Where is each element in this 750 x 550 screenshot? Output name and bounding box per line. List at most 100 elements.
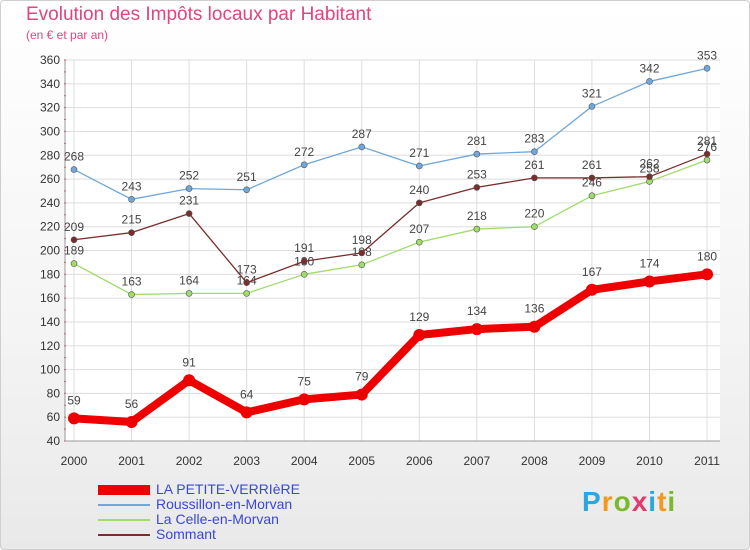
series-line [73, 153, 708, 284]
legend-swatch [98, 519, 150, 521]
x-tick-label: 2010 [636, 454, 663, 468]
data-point [243, 279, 250, 286]
data-point [588, 103, 596, 110]
data-label: 240 [409, 183, 429, 197]
data-label: 59 [67, 393, 81, 407]
data-label: 163 [122, 275, 142, 289]
data-label: 134 [467, 304, 487, 318]
data-point [531, 223, 538, 230]
chart-subtitle: (en € et par an) [26, 28, 109, 42]
data-label: 220 [524, 207, 544, 221]
data-label: 207 [409, 222, 429, 236]
y-tick-label: 120 [40, 339, 60, 353]
data-point [358, 261, 366, 269]
y-tick-label: 180 [40, 267, 60, 281]
x-tick-label: 2004 [291, 454, 318, 468]
series-line [73, 67, 708, 200]
legend-swatch [98, 504, 150, 506]
data-point [415, 162, 423, 170]
y-tick-label: 360 [40, 53, 60, 67]
brand-logo: Proxiti [582, 486, 677, 517]
data-label: 321 [582, 86, 602, 100]
data-point [643, 275, 656, 288]
data-point [703, 150, 711, 158]
data-label: 164 [179, 273, 199, 287]
data-label: 218 [467, 209, 487, 223]
legend-swatch [98, 485, 150, 495]
data-point [646, 78, 653, 85]
data-label: 342 [639, 61, 659, 75]
data-label: 231 [179, 194, 199, 208]
data-label: 271 [409, 146, 429, 160]
data-point [358, 143, 366, 151]
data-label: 198 [352, 233, 372, 247]
legend-label: Sommant [156, 526, 216, 542]
data-label: 261 [582, 158, 602, 172]
data-point [185, 290, 193, 297]
data-label: 261 [524, 158, 544, 172]
x-tick-label: 2007 [463, 454, 490, 468]
y-tick-label: 140 [40, 315, 60, 329]
y-tick-label: 220 [40, 220, 60, 234]
legend: LA PETITE-VERRIèRE Roussillon-en-Morvan La… [98, 482, 398, 542]
data-point [355, 388, 368, 401]
legend-item: Sommant [98, 527, 398, 542]
data-label: 174 [639, 256, 659, 270]
x-tick-label: 2000 [61, 454, 88, 468]
x-tick-label: 2006 [406, 454, 433, 468]
data-label: 189 [64, 244, 84, 258]
x-tick-label: 2001 [118, 454, 145, 468]
data-point [298, 393, 311, 406]
data-point [300, 161, 308, 169]
data-point [531, 174, 538, 182]
y-tick-label: 240 [40, 196, 60, 210]
data-label: 79 [355, 370, 369, 384]
y-tick-label: 60 [47, 410, 61, 424]
data-point [646, 173, 653, 180]
data-label: 253 [467, 167, 487, 181]
data-point [473, 225, 481, 233]
legend-label: Roussillon-en-Morvan [156, 496, 293, 512]
data-label: 215 [122, 213, 142, 227]
data-label: 272 [294, 145, 314, 159]
data-point [68, 412, 80, 425]
data-point [185, 185, 193, 192]
x-tick-label: 2011 [694, 454, 720, 468]
data-point [413, 329, 426, 342]
data-label: 75 [298, 374, 312, 388]
data-point [300, 271, 308, 278]
chart-title: Evolution des Impôts locaux par Habitant [26, 4, 372, 25]
data-label: 243 [122, 179, 142, 193]
legend-item: La Celle-en-Morvan [98, 512, 398, 527]
data-point [588, 192, 596, 200]
data-point [703, 65, 711, 72]
x-tick-label: 2005 [348, 454, 375, 468]
y-tick-label: 280 [40, 148, 60, 162]
data-point [243, 290, 250, 297]
data-point [70, 166, 78, 173]
data-point [473, 150, 481, 158]
data-point [415, 238, 423, 246]
data-point [528, 320, 541, 333]
data-label: 281 [467, 134, 487, 148]
data-label: 251 [237, 170, 257, 184]
data-point [243, 186, 250, 194]
y-tick-label: 100 [40, 363, 60, 377]
data-point [473, 184, 481, 191]
data-label: 287 [352, 127, 372, 141]
data-point [128, 196, 135, 203]
x-tick-label: 2009 [579, 454, 606, 468]
data-label: 180 [697, 249, 717, 263]
data-point [128, 291, 135, 298]
data-point [415, 199, 423, 207]
data-point [531, 148, 538, 155]
data-label: 281 [697, 134, 717, 148]
legend-item: Roussillon-en-Morvan [98, 497, 398, 512]
legend-label: LA PETITE-VERRIèRE [156, 481, 300, 497]
data-label: 136 [524, 302, 544, 316]
legend-swatch [98, 534, 150, 536]
data-label: 262 [639, 157, 659, 171]
data-label: 191 [294, 241, 314, 255]
series-line [70, 270, 712, 426]
